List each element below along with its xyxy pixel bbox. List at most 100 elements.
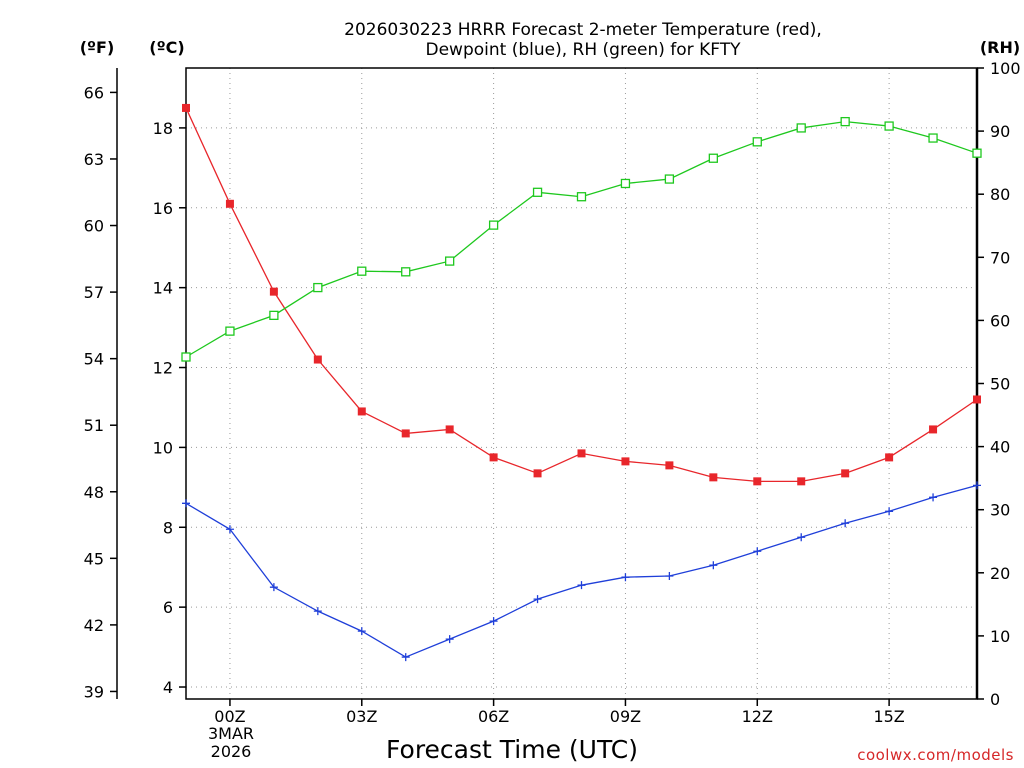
temperature-point	[709, 473, 718, 482]
fahrenheit-tick-label: 42	[84, 616, 104, 635]
chart-title-line1: 2026030223 HRRR Forecast 2-meter Tempera…	[344, 20, 822, 40]
dewpoint-point	[885, 507, 894, 516]
rh-unit-label: (RH)	[980, 38, 1020, 57]
fahrenheit-tick-label: 39	[84, 682, 104, 701]
relative-humidity-point	[708, 153, 718, 163]
dewpoint-point	[753, 547, 762, 556]
dewpoint-point	[182, 499, 190, 508]
grid-lines	[186, 68, 977, 699]
fahrenheit-tick-label: 66	[84, 83, 104, 102]
temperature-point	[621, 457, 630, 466]
relative-humidity-point	[488, 220, 499, 230]
temperature-point	[489, 453, 498, 462]
fahrenheit-tick-label: 48	[84, 483, 104, 502]
celsius-tick-label: 8	[163, 518, 173, 537]
rh-tick-label: 10	[990, 627, 1010, 646]
celsius-tick-label: 12	[153, 359, 173, 378]
watermark-text: coolwx.com/models	[857, 746, 1014, 764]
relative-humidity-point	[445, 256, 455, 266]
rh-tick-label: 70	[990, 248, 1010, 267]
fahrenheit-tick-label: 51	[84, 416, 104, 435]
dewpoint-line	[185, 484, 978, 658]
dewpoint-point	[797, 533, 806, 542]
temperature-point	[357, 407, 366, 416]
relative-humidity-point	[752, 137, 762, 147]
dewpoint-point	[225, 525, 234, 534]
x-tick-label: 03Z	[346, 707, 377, 726]
relative-humidity-point	[313, 282, 323, 293]
celsius-tick-label: 10	[153, 438, 173, 457]
temperature-point	[885, 453, 894, 462]
relative-humidity-point	[181, 352, 191, 362]
temperature-point	[269, 287, 278, 296]
temperature-point	[973, 395, 981, 404]
temperature-line	[185, 107, 978, 482]
x-axis-title: Forecast Time (UTC)	[386, 735, 638, 764]
date-day-label: 3MAR	[208, 724, 254, 743]
dewpoint-point	[533, 595, 542, 604]
x-tick-label: 12Z	[742, 707, 773, 726]
temperature-series	[182, 103, 981, 486]
temperature-point	[753, 477, 762, 486]
dewpoint-point	[269, 583, 278, 592]
temperature-point	[665, 461, 674, 470]
relative-humidity-point	[928, 133, 938, 143]
dewpoint-point	[489, 617, 498, 626]
tick-labels: 4 6 8 10 12 14 16 18 39 42 45 48 51 54 57 60 63 66 0 10 20 30…	[84, 59, 1021, 726]
rh-tick-label: 40	[990, 438, 1010, 457]
temperature-point	[577, 449, 586, 458]
temperature-point	[313, 355, 322, 364]
temperature-point	[841, 469, 850, 478]
rh-tick-label: 20	[990, 564, 1010, 583]
relative-humidity-point	[225, 326, 235, 336]
dewpoint-point	[313, 607, 322, 616]
relative-humidity-point	[972, 148, 982, 158]
fahrenheit-tick-label: 54	[84, 350, 104, 369]
relative-humidity-point	[620, 178, 631, 189]
relative-humidity-point	[884, 121, 894, 131]
celsius-tick-label: 18	[153, 119, 173, 138]
x-tick-label: 00Z	[214, 707, 245, 726]
relative-humidity-point	[532, 187, 543, 197]
relative-humidity-point	[840, 116, 850, 127]
temperature-point	[929, 425, 938, 434]
dewpoint-point	[709, 561, 718, 570]
celsius-tick-label: 16	[153, 199, 173, 218]
fahrenheit-tick-label: 45	[84, 549, 104, 568]
relative-humidity-point	[401, 267, 411, 277]
temperature-point	[533, 469, 542, 478]
x-tick-label: 06Z	[478, 707, 509, 726]
dewpoint-point	[621, 573, 630, 582]
dewpoint-point	[973, 481, 981, 490]
rh-tick-label: 60	[990, 311, 1010, 330]
fahrenheit-tick-label: 57	[84, 283, 104, 302]
temperature-point	[182, 103, 190, 112]
rh-tick-label: 30	[990, 501, 1010, 520]
celsius-unit-label: (ºC)	[149, 38, 184, 57]
relative-humidity-point	[796, 123, 806, 133]
date-year-label: 2026	[211, 742, 252, 761]
dewpoint-point	[357, 627, 366, 636]
relative-humidity-point	[357, 266, 367, 276]
relative-humidity-point	[269, 310, 279, 321]
celsius-tick-label: 6	[163, 598, 173, 617]
celsius-tick-label: 4	[163, 678, 173, 697]
rh-tick-label: 0	[990, 690, 1000, 709]
relative-humidity-line	[185, 120, 978, 358]
x-tick-label: 09Z	[610, 707, 641, 726]
celsius-tick-label: 14	[153, 279, 173, 298]
temperature-point	[401, 429, 410, 438]
rh-tick-label: 90	[990, 122, 1010, 141]
relative-humidity-point	[664, 174, 675, 184]
rh-tick-label: 50	[990, 375, 1010, 394]
x-tick-label: 15Z	[873, 707, 904, 726]
axes	[110, 67, 984, 706]
relative-humidity-point	[576, 192, 587, 202]
dewpoint-point	[929, 493, 938, 502]
dewpoint-point	[577, 581, 586, 590]
chart-title-line2: Dewpoint (blue), RH (green) for KFTY	[426, 40, 742, 60]
data-series	[181, 103, 982, 662]
dewpoint-point	[401, 653, 410, 662]
dewpoint-point	[665, 571, 674, 580]
